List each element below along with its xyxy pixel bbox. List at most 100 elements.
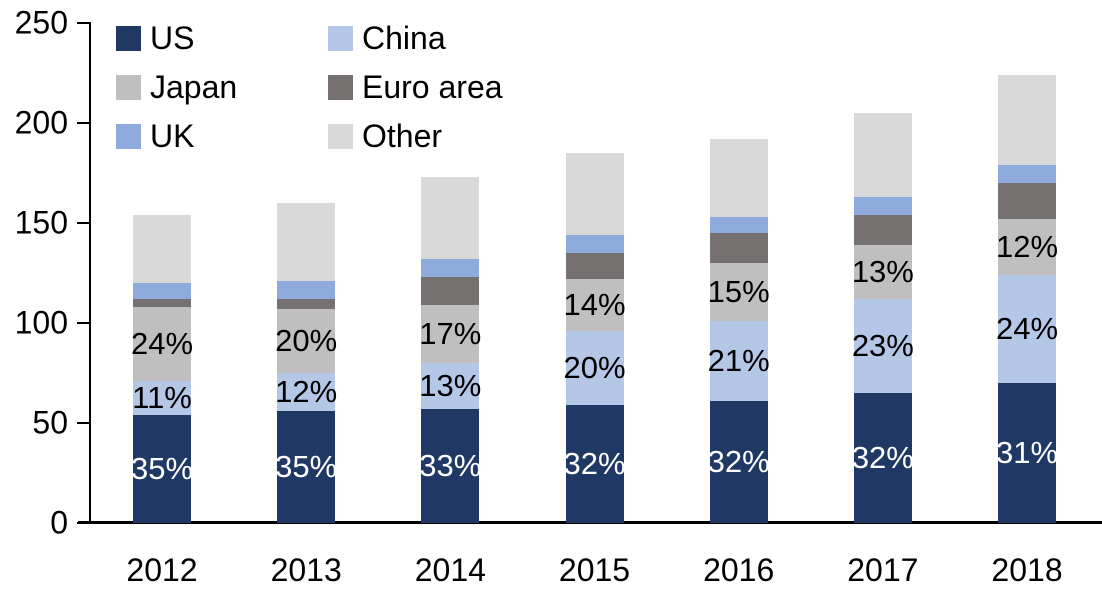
x-axis-category-label: 2012 (126, 552, 198, 588)
bar-segment-uk (998, 165, 1056, 183)
segment-percent-label: 21% (707, 343, 770, 378)
bar-segment-china (566, 331, 624, 405)
segment-percent-label: 12% (275, 374, 338, 409)
bar-segment-uk (854, 197, 912, 215)
legend-item-euro-area: Euro area (328, 63, 503, 112)
bar-segment-china (710, 321, 768, 401)
bar-segment-euro-area (710, 233, 768, 263)
legend-label: Other (362, 118, 443, 154)
segment-percent-label: 20% (275, 323, 338, 358)
bar-segment-japan (710, 263, 768, 321)
bar-segment-us (854, 393, 912, 523)
bar-segment-uk (566, 235, 624, 253)
y-axis-tick-mark (77, 322, 90, 324)
bar-segment-uk (710, 217, 768, 233)
segment-percent-label: 24% (130, 326, 194, 361)
bar-segment-china (854, 299, 912, 393)
segment-percent-label: 24% (995, 311, 1059, 346)
x-axis-category-label: 2014 (414, 552, 486, 588)
bar-segment-japan (854, 245, 912, 299)
segment-percent-label: 23% (851, 328, 914, 363)
legend-item-us: US (116, 14, 328, 63)
segment-percent-label: 14% (563, 287, 626, 322)
y-axis-tick-mark (77, 122, 90, 124)
x-axis-category-label: 2017 (847, 552, 919, 588)
x-axis-category-label: 2013 (270, 552, 342, 588)
legend-swatch-icon (116, 26, 141, 51)
bar-segment-euro-area (277, 299, 335, 309)
legend-swatch-icon (116, 124, 141, 149)
segment-percent-label: 20% (563, 350, 626, 385)
y-axis-line (89, 22, 91, 523)
bar-segment-other (710, 139, 768, 217)
legend-label: China (362, 20, 446, 56)
x-axis-category-label: 2015 (558, 552, 631, 588)
legend-label: Euro area (362, 69, 503, 105)
bar-segment-other (854, 113, 912, 197)
segment-percent-label: 32% (563, 446, 626, 481)
bar-segment-euro-area (566, 253, 624, 279)
legend-label: UK (150, 118, 195, 154)
bar-segment-us (710, 401, 768, 523)
legend-label: Japan (150, 69, 238, 105)
bar-segment-japan (133, 307, 191, 381)
legend-swatch-icon (328, 124, 353, 149)
y-axis-tick-label: 100 (14, 304, 68, 341)
legend-item-other: Other (328, 112, 503, 161)
segment-percent-label: 12% (995, 229, 1059, 264)
legend-label: US (150, 20, 195, 56)
bar-segment-us (566, 405, 624, 523)
segment-percent-label: 35% (275, 449, 338, 484)
segment-percent-label: 35% (130, 451, 194, 486)
bar-segment-japan (998, 219, 1056, 275)
legend-swatch-icon (116, 75, 141, 100)
legend: US China Japan Euro area UK Other (116, 14, 503, 161)
segment-percent-label: 31% (995, 435, 1059, 470)
bar-segment-euro-area (854, 215, 912, 245)
legend-swatch-icon (328, 75, 353, 100)
y-axis-tick-mark (77, 422, 90, 424)
y-axis-tick-label: 0 (50, 504, 68, 541)
bar-segment-uk (277, 281, 335, 299)
segment-percent-label: 33% (419, 448, 482, 483)
bar-segment-us (277, 411, 335, 523)
bar-segment-us (998, 383, 1056, 523)
legend-item-uk: UK (116, 112, 328, 161)
bar-segment-china (998, 275, 1056, 383)
legend-swatch-icon (328, 26, 353, 51)
bar-segment-japan (421, 305, 479, 363)
bar-segment-other (998, 75, 1056, 165)
y-axis-tick-label: 50 (32, 404, 68, 441)
y-axis-tick-mark (77, 22, 90, 24)
y-axis-tick-mark (77, 222, 90, 224)
segment-percent-label: 32% (707, 444, 770, 479)
x-axis-category-label: 2018 (991, 552, 1063, 588)
segment-percent-label: 13% (419, 368, 482, 403)
y-axis-tick-label: 250 (14, 4, 68, 41)
bar-segment-euro-area (133, 299, 191, 307)
legend-item-china: China (328, 14, 503, 63)
bar-segment-china (421, 363, 479, 409)
bar-segment-china (277, 373, 335, 411)
bar-segment-euro-area (998, 183, 1056, 219)
bar-segment-japan (566, 279, 624, 331)
bar-segment-uk (421, 259, 479, 277)
bar-segment-us (421, 409, 479, 523)
segment-percent-label: 17% (419, 316, 482, 351)
bar-segment-other (421, 177, 479, 259)
bar-segment-euro-area (421, 277, 479, 305)
bar-segment-uk (133, 283, 191, 299)
x-axis-category-label: 2016 (703, 552, 775, 588)
legend-item-japan: Japan (116, 63, 328, 112)
bar-segment-japan (277, 309, 335, 373)
bar-segment-china (133, 381, 191, 415)
bar-segment-other (566, 153, 624, 235)
segment-percent-label: 13% (851, 254, 914, 289)
bar-segment-us (133, 415, 191, 523)
y-axis-tick-label: 200 (14, 104, 68, 141)
segment-percent-label: 32% (851, 440, 914, 475)
y-axis-tick-label: 150 (14, 204, 68, 241)
y-axis-tick-mark (77, 522, 90, 524)
bar-segment-other (133, 215, 191, 283)
